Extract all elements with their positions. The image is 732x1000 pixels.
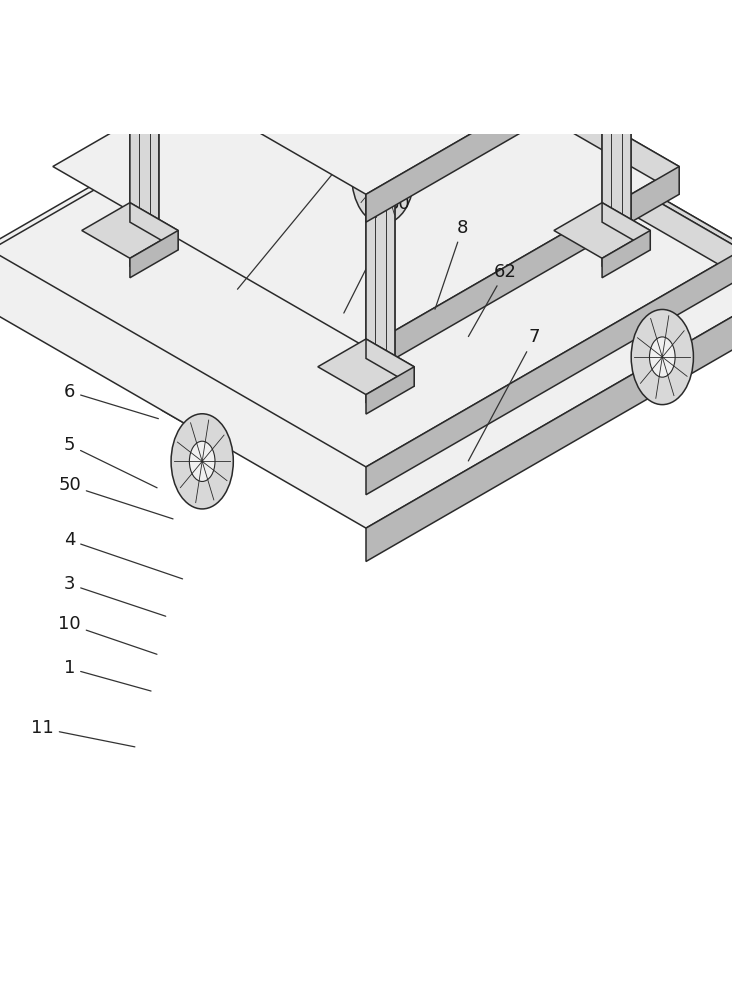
Polygon shape bbox=[130, 0, 178, 47]
Polygon shape bbox=[130, 230, 178, 278]
Text: 4: 4 bbox=[64, 531, 182, 579]
Polygon shape bbox=[130, 27, 178, 75]
Polygon shape bbox=[101, 11, 159, 44]
Text: 3: 3 bbox=[64, 575, 165, 616]
Polygon shape bbox=[376, 116, 424, 178]
Ellipse shape bbox=[370, 156, 396, 196]
Text: 7: 7 bbox=[468, 328, 540, 461]
Polygon shape bbox=[366, 0, 679, 194]
Polygon shape bbox=[366, 167, 679, 375]
Text: 8: 8 bbox=[435, 219, 468, 309]
Polygon shape bbox=[342, 97, 424, 144]
Polygon shape bbox=[195, 402, 243, 463]
Polygon shape bbox=[0, 27, 732, 528]
Polygon shape bbox=[670, 278, 703, 331]
Polygon shape bbox=[366, 94, 414, 141]
Polygon shape bbox=[602, 203, 650, 250]
Polygon shape bbox=[53, 0, 679, 347]
Polygon shape bbox=[655, 297, 703, 358]
Polygon shape bbox=[366, 339, 414, 386]
Polygon shape bbox=[161, 382, 243, 429]
Polygon shape bbox=[366, 278, 732, 561]
Polygon shape bbox=[366, 66, 414, 114]
Polygon shape bbox=[82, 0, 178, 55]
Polygon shape bbox=[621, 278, 703, 325]
Polygon shape bbox=[366, 33, 732, 278]
Polygon shape bbox=[366, 0, 703, 222]
Polygon shape bbox=[554, 203, 650, 258]
Polygon shape bbox=[366, 164, 414, 211]
Polygon shape bbox=[82, 203, 178, 258]
Polygon shape bbox=[390, 97, 424, 150]
Polygon shape bbox=[463, 0, 571, 15]
Text: 1: 1 bbox=[64, 659, 151, 691]
Ellipse shape bbox=[190, 441, 215, 481]
Polygon shape bbox=[366, 0, 395, 130]
Ellipse shape bbox=[352, 129, 414, 224]
Ellipse shape bbox=[171, 414, 234, 509]
Text: 10: 10 bbox=[59, 615, 157, 654]
Polygon shape bbox=[130, 27, 159, 267]
Polygon shape bbox=[602, 27, 650, 75]
Polygon shape bbox=[366, 0, 703, 27]
Polygon shape bbox=[564, 0, 607, 36]
Ellipse shape bbox=[576, 0, 594, 14]
Polygon shape bbox=[554, 0, 650, 55]
Polygon shape bbox=[510, 0, 607, 5]
Text: 11: 11 bbox=[31, 719, 135, 747]
Polygon shape bbox=[366, 27, 732, 311]
Ellipse shape bbox=[649, 337, 675, 377]
Ellipse shape bbox=[537, 0, 556, 26]
Polygon shape bbox=[366, 147, 395, 386]
Polygon shape bbox=[602, 27, 631, 267]
Text: 50: 50 bbox=[58, 476, 173, 519]
Polygon shape bbox=[573, 11, 631, 44]
Polygon shape bbox=[554, 0, 607, 66]
Text: 6: 6 bbox=[64, 383, 158, 419]
Polygon shape bbox=[523, 0, 571, 43]
Text: 5: 5 bbox=[64, 436, 157, 488]
Polygon shape bbox=[318, 339, 414, 395]
Polygon shape bbox=[0, 33, 732, 467]
Polygon shape bbox=[130, 11, 159, 250]
Polygon shape bbox=[337, 147, 395, 180]
Polygon shape bbox=[209, 382, 243, 435]
Polygon shape bbox=[602, 0, 650, 47]
Polygon shape bbox=[318, 66, 414, 122]
Polygon shape bbox=[29, 0, 703, 194]
Text: 80: 80 bbox=[344, 195, 410, 313]
Polygon shape bbox=[130, 203, 178, 250]
Ellipse shape bbox=[631, 309, 693, 405]
Text: 9: 9 bbox=[237, 149, 351, 289]
Polygon shape bbox=[602, 230, 650, 278]
Polygon shape bbox=[366, 250, 732, 495]
Polygon shape bbox=[318, 136, 414, 192]
Polygon shape bbox=[602, 11, 631, 250]
Polygon shape bbox=[366, 367, 414, 414]
Polygon shape bbox=[366, 0, 395, 114]
Text: 62: 62 bbox=[468, 263, 517, 337]
Polygon shape bbox=[366, 136, 414, 183]
Polygon shape bbox=[366, 164, 395, 403]
